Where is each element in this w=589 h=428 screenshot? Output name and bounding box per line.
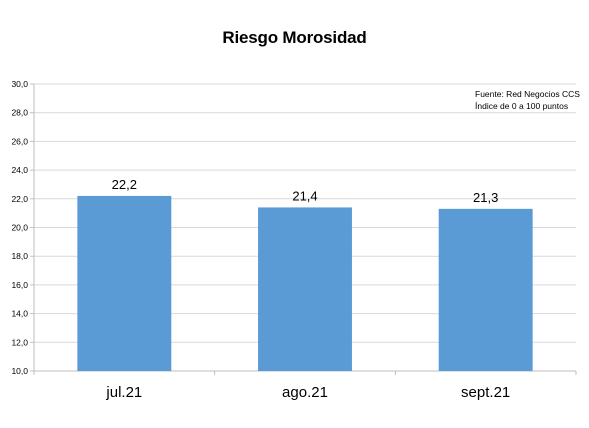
x-tick-label: ago.21 bbox=[282, 384, 328, 401]
scale-annotation: Índice de 0 a 100 puntos bbox=[475, 101, 569, 111]
data-label: 21,4 bbox=[292, 188, 317, 203]
y-tick-label: 14,0 bbox=[11, 309, 28, 319]
y-tick-label: 24,0 bbox=[11, 165, 28, 175]
y-tick-label: 30,0 bbox=[11, 79, 28, 89]
source-annotation: Fuente: Red Negocios CCS bbox=[475, 89, 580, 99]
y-tick-label: 20,0 bbox=[11, 223, 28, 233]
bar bbox=[438, 208, 533, 371]
y-tick-label: 16,0 bbox=[11, 280, 28, 290]
x-tick-label: sept.21 bbox=[461, 384, 510, 401]
bar bbox=[77, 195, 172, 371]
chart-title: Riesgo Morosidad bbox=[222, 28, 367, 47]
data-label: 22,2 bbox=[112, 177, 137, 192]
data-label: 21,3 bbox=[473, 190, 498, 205]
bar bbox=[258, 207, 352, 371]
y-tick-label: 22,0 bbox=[11, 194, 28, 204]
y-tick-label: 10,0 bbox=[11, 366, 28, 376]
y-tick-label: 26,0 bbox=[11, 136, 28, 146]
y-tick-label: 18,0 bbox=[11, 251, 28, 261]
y-tick-label: 28,0 bbox=[11, 108, 28, 118]
x-tick-label: jul.21 bbox=[105, 384, 142, 401]
y-tick-label: 12,0 bbox=[11, 337, 28, 347]
